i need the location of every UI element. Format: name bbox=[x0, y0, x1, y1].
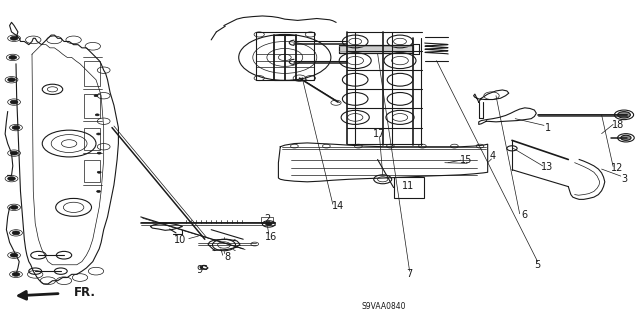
Bar bbox=[339, 45, 413, 53]
Circle shape bbox=[97, 190, 100, 192]
Text: 14: 14 bbox=[332, 201, 344, 211]
Text: 13: 13 bbox=[541, 162, 554, 173]
Bar bbox=[84, 128, 100, 150]
Text: FR.: FR. bbox=[74, 286, 95, 299]
Text: 5: 5 bbox=[534, 260, 541, 270]
Circle shape bbox=[9, 56, 17, 59]
Text: 16: 16 bbox=[265, 232, 278, 242]
Text: 11: 11 bbox=[401, 181, 414, 191]
Text: 18: 18 bbox=[611, 120, 624, 130]
Text: 3: 3 bbox=[621, 174, 627, 184]
Circle shape bbox=[95, 114, 99, 116]
Circle shape bbox=[10, 253, 18, 257]
Circle shape bbox=[97, 152, 101, 154]
Bar bbox=[84, 94, 100, 118]
Text: 4: 4 bbox=[490, 151, 496, 161]
Text: 9: 9 bbox=[196, 264, 203, 275]
Bar bbox=[256, 32, 314, 80]
Circle shape bbox=[94, 95, 98, 97]
Bar bbox=[84, 160, 100, 182]
Bar bbox=[394, 177, 424, 198]
Circle shape bbox=[10, 205, 18, 209]
Text: S9VAA0840: S9VAA0840 bbox=[362, 302, 406, 311]
Circle shape bbox=[10, 100, 18, 104]
Bar bbox=[84, 61, 100, 86]
Circle shape bbox=[97, 133, 100, 135]
Circle shape bbox=[10, 36, 18, 40]
Text: 12: 12 bbox=[611, 163, 624, 174]
Circle shape bbox=[8, 78, 15, 82]
Circle shape bbox=[12, 231, 20, 235]
Text: 1: 1 bbox=[545, 122, 551, 133]
Circle shape bbox=[12, 126, 20, 130]
Circle shape bbox=[266, 222, 272, 226]
Circle shape bbox=[621, 135, 631, 140]
Text: 15: 15 bbox=[460, 155, 472, 165]
Circle shape bbox=[8, 177, 15, 181]
Text: 2: 2 bbox=[264, 214, 271, 225]
Circle shape bbox=[618, 112, 630, 118]
Text: 6: 6 bbox=[522, 210, 528, 220]
Text: 17: 17 bbox=[373, 129, 386, 139]
Text: 7: 7 bbox=[406, 269, 413, 279]
Circle shape bbox=[10, 151, 18, 155]
Text: 8: 8 bbox=[224, 252, 230, 262]
Circle shape bbox=[12, 272, 20, 276]
Bar bbox=[261, 217, 273, 223]
Text: 10: 10 bbox=[174, 235, 187, 245]
Bar bbox=[339, 45, 413, 53]
Circle shape bbox=[97, 171, 101, 173]
